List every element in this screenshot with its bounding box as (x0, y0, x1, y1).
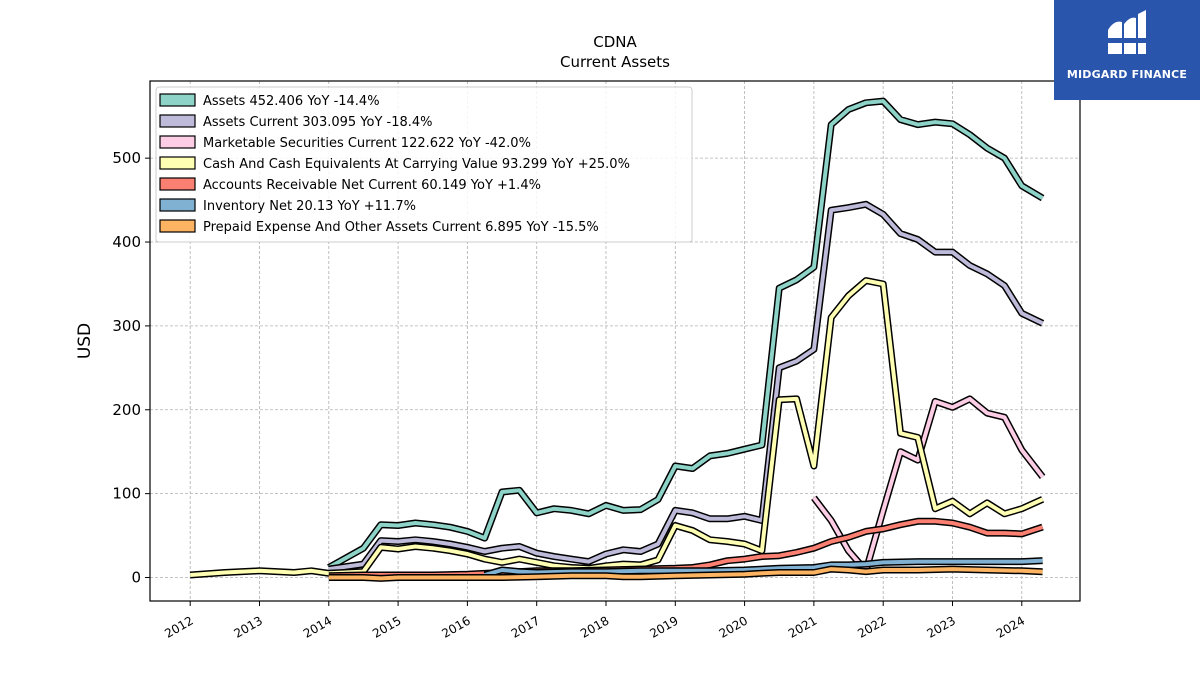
y-tick-label: 400 (112, 233, 141, 251)
series-line-1 (328, 202, 1044, 572)
series-line-2 (812, 396, 1045, 573)
logo-text: MIDGARD FINANCE (1066, 68, 1188, 81)
legend-label-0: Assets 452.406 YoY -14.4% (203, 94, 380, 109)
legend-swatch-6 (159, 219, 196, 233)
series-lines (189, 97, 1046, 582)
y-axis-ticks: 0 100 200 300 400 500 (112, 149, 150, 587)
midgard-logo-icon (1106, 10, 1148, 55)
y-tick-label: 500 (112, 149, 141, 167)
series-line-5 (484, 558, 1043, 577)
legend: Assets 452.406 YoY -14.4% Assets Current … (155, 86, 693, 243)
legend-swatch-3 (159, 156, 196, 170)
legend-swatch-0 (159, 93, 196, 107)
legend-label-6: Prepaid Expense And Other Assets Current… (203, 220, 599, 235)
series-line-4 (328, 519, 1044, 578)
legend-label-4: Accounts Receivable Net Current 60.149 Y… (203, 178, 541, 193)
plot-frame (149, 80, 1081, 602)
legend-box (155, 86, 693, 243)
x-tick-label: 2023 (925, 613, 958, 640)
x-tick-label: 2015 (370, 613, 403, 640)
series-outline-3 (189, 277, 1045, 579)
x-axis-ticks: 2012 2013 2014 2015 2016 2017 2018 2019 2020 2021… (162, 601, 1027, 641)
y-tick-label: 100 (112, 485, 141, 503)
chart-title: CDNA (593, 33, 637, 51)
legend-label-5: Inventory Net 20.13 YoY +11.7% (203, 199, 416, 214)
x-tick-label: 2024 (994, 613, 1027, 640)
legend-swatch-4 (159, 177, 196, 191)
series-line-0 (327, 99, 1044, 570)
legend-swatch-1 (159, 114, 196, 128)
chart-subtitle: Current Assets (560, 53, 670, 71)
series-line-3 (190, 278, 1044, 577)
x-tick-label: 2016 (439, 613, 472, 640)
legend-label-2: Marketable Securities Current 122.622 Yo… (203, 136, 531, 151)
series-line-6 (328, 567, 1043, 581)
x-tick-label: 2013 (232, 613, 265, 640)
y-tick-label: 0 (131, 569, 141, 587)
x-tick-label: 2022 (855, 613, 888, 640)
x-tick-label: 2017 (509, 613, 542, 640)
x-tick-label: 2019 (647, 613, 680, 640)
x-tick-label: 2012 (162, 613, 195, 640)
y-tick-label: 200 (112, 401, 141, 419)
legend-swatch-2 (159, 135, 196, 149)
legend-swatch-5 (159, 198, 196, 212)
x-tick-label: 2014 (301, 613, 334, 640)
legend-label-1: Assets Current 303.095 YoY -18.4% (203, 115, 433, 130)
series-outline-1 (328, 200, 1045, 573)
brand-logo: MIDGARD FINANCE (1054, 0, 1200, 100)
legend-label-3: Cash And Cash Equivalents At Carrying Va… (203, 157, 630, 172)
y-tick-label: 300 (112, 317, 141, 335)
x-tick-label: 2018 (578, 613, 611, 640)
y-axis-label: USD (75, 323, 95, 359)
x-tick-label: 2021 (786, 613, 819, 640)
x-tick-label: 2020 (717, 613, 750, 640)
